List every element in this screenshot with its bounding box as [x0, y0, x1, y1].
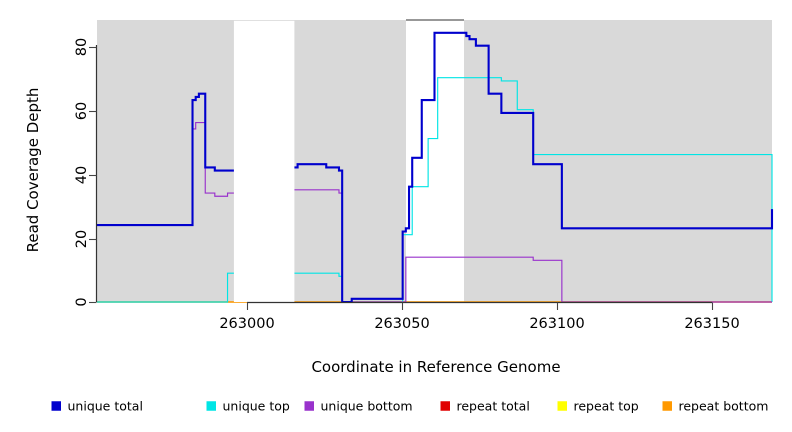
legend-label: unique total: [68, 399, 143, 414]
legend-item-repeat-total: repeat total: [440, 399, 530, 414]
legend-swatch: [662, 401, 672, 411]
legend-swatch: [304, 401, 314, 411]
x-tick-label-263100: 263100: [529, 316, 584, 332]
y-axis-title: Read Coverage Depth: [24, 88, 42, 253]
y-tick-label-40: 40: [74, 166, 90, 184]
legend-item-unique-bottom: unique bottom: [304, 399, 413, 414]
y-tick-label-60: 60: [74, 102, 90, 120]
legend-item-unique-total: unique total: [51, 399, 143, 414]
series-unique-total: [97, 31, 774, 304]
legend-item-unique-top: unique top: [206, 399, 290, 414]
legend-swatch: [206, 401, 216, 411]
legend-label: unique bottom: [321, 399, 413, 414]
coverage-gap-region: [233, 20, 295, 303]
series-unique-top: [97, 77, 773, 303]
legend-swatch: [51, 401, 61, 411]
legend-swatch: [440, 401, 450, 411]
legend-label: unique top: [223, 399, 290, 414]
y-axis: 0 20 40 60 80 Read Coverage Depth: [24, 38, 98, 307]
x-tick-label-263050: 263050: [374, 316, 429, 332]
x-axis: 263000 263050 263100 263150 Coordinate i…: [219, 301, 740, 376]
legend-label: repeat total: [457, 399, 530, 414]
x-axis-title: Coordinate in Reference Genome: [311, 358, 560, 376]
legend-item-repeat-top: repeat top: [557, 399, 639, 414]
y-tick-label-20: 20: [74, 230, 90, 248]
legend-label: repeat top: [574, 399, 639, 414]
legend-item-repeat-bottom: repeat bottom: [662, 399, 769, 414]
series-layer: [97, 20, 774, 304]
x-tick-label-263150: 263150: [684, 316, 739, 332]
legend-swatch: [557, 401, 567, 411]
legend-label: repeat bottom: [679, 399, 769, 414]
chart-legend: unique total unique top unique bottom repea…: [51, 399, 769, 414]
x-tick-label-263000: 263000: [219, 316, 274, 332]
y-tick-label-0: 0: [74, 297, 90, 306]
y-tick-label-80: 80: [74, 38, 90, 56]
panel-background-right: [464, 20, 772, 302]
